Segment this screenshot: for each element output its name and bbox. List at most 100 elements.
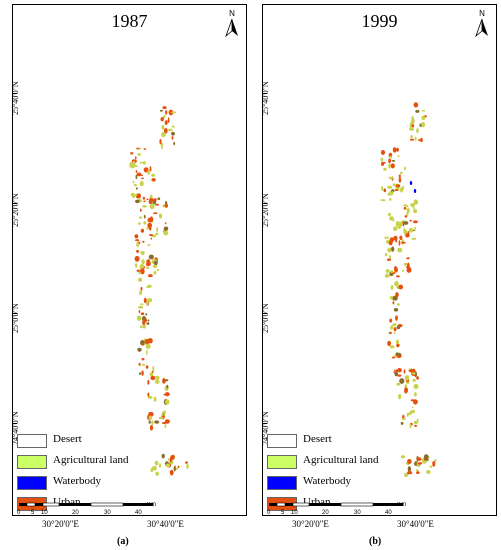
land-patch: [139, 325, 143, 329]
land-patch: [403, 262, 408, 266]
land-patch: [155, 203, 159, 206]
land-patch: [398, 177, 402, 183]
land-patch: [149, 412, 154, 417]
land-patch: [384, 236, 390, 239]
land-patch: [389, 295, 392, 300]
land-patch: [393, 308, 399, 312]
land-patch: [387, 340, 391, 347]
land-patch: [396, 275, 400, 278]
land-patch: [395, 267, 398, 273]
land-patch: [153, 271, 157, 275]
land-patch: [145, 313, 148, 316]
land-patch: [400, 171, 403, 175]
land-patch: [414, 136, 417, 141]
land-patch: [143, 214, 146, 219]
land-patch: [384, 253, 388, 257]
land-patch: [149, 425, 154, 431]
land-patch: [134, 234, 139, 239]
land-patch: [396, 352, 401, 356]
land-patch: [161, 124, 165, 130]
land-patch: [389, 197, 392, 201]
land-patch: [405, 208, 409, 210]
legend-swatch: [17, 455, 47, 469]
land-patch: [401, 417, 406, 421]
land-patch: [163, 379, 168, 382]
land-patch: [395, 280, 398, 284]
land-patch: [138, 148, 141, 150]
land-patch: [397, 368, 402, 373]
land-patch: [145, 263, 149, 266]
land-patch: [149, 166, 152, 172]
land-patch: [411, 116, 414, 121]
land-patch: [139, 263, 144, 269]
scale-bar: 0 5 10 20 30 40 Km: [267, 502, 407, 516]
land-patch: [158, 416, 164, 420]
land-patch: [150, 237, 153, 240]
land-patch: [148, 254, 154, 260]
lon-label: 30°20'0"E: [292, 519, 329, 529]
land-patch: [136, 315, 142, 321]
land-patch: [393, 331, 396, 335]
land-patch: [138, 362, 141, 366]
land-patch: [155, 232, 159, 236]
land-patch: [147, 379, 150, 385]
land-patch: [157, 197, 161, 200]
land-patch: [162, 422, 167, 424]
land-patch: [135, 170, 138, 173]
land-patch: [393, 235, 398, 241]
land-patch: [408, 227, 414, 233]
land-patch: [165, 463, 171, 468]
land-patch: [140, 303, 144, 306]
land-patch: [387, 247, 392, 253]
land-patch: [156, 269, 160, 272]
land-patch: [144, 318, 147, 323]
land-patch: [134, 255, 140, 262]
land-patch: [403, 369, 406, 374]
land-cover-map: [129, 106, 189, 476]
land-patch: [142, 320, 146, 325]
land-patch: [171, 125, 175, 128]
land-patch: [138, 174, 143, 177]
north-label: N: [479, 9, 485, 18]
land-patch: [166, 384, 169, 389]
land-patch: [133, 184, 137, 187]
land-patch: [395, 339, 400, 345]
land-patch: [160, 117, 164, 122]
land-patch: [423, 454, 429, 460]
land-patch: [405, 205, 409, 208]
land-patch: [416, 471, 420, 474]
scale-unit: Km: [147, 502, 156, 508]
land-patch: [152, 366, 155, 372]
land-patch: [408, 368, 411, 371]
land-patch: [414, 392, 417, 397]
land-patch: [135, 263, 138, 268]
lat-label: 25°40'0"N: [11, 81, 20, 115]
land-patch: [426, 470, 431, 474]
legend-label: Waterbody: [53, 475, 101, 487]
scale-tick: 30: [104, 510, 111, 516]
land-patch: [151, 178, 156, 182]
land-patch: [398, 174, 401, 178]
land-patch: [167, 117, 170, 124]
land-patch: [404, 375, 410, 381]
land-patch: [389, 190, 393, 196]
land-patch: [173, 465, 176, 472]
legend-swatch: [17, 434, 47, 448]
land-patch: [169, 457, 172, 463]
land-patch: [393, 327, 397, 332]
land-patch: [396, 343, 400, 348]
land-patch: [406, 211, 409, 216]
lat-label: 25°20'0"N: [261, 193, 270, 227]
land-patch: [391, 190, 394, 196]
year-title: 1999: [361, 11, 398, 31]
land-patch: [407, 466, 412, 472]
land-patch: [151, 259, 157, 262]
land-patch: [168, 128, 173, 132]
land-patch: [164, 222, 167, 225]
land-patch: [413, 199, 419, 205]
land-patch: [147, 217, 153, 223]
land-patch: [163, 226, 169, 231]
land-patch: [416, 418, 419, 424]
land-patch: [387, 185, 393, 189]
land-patch: [418, 139, 422, 142]
